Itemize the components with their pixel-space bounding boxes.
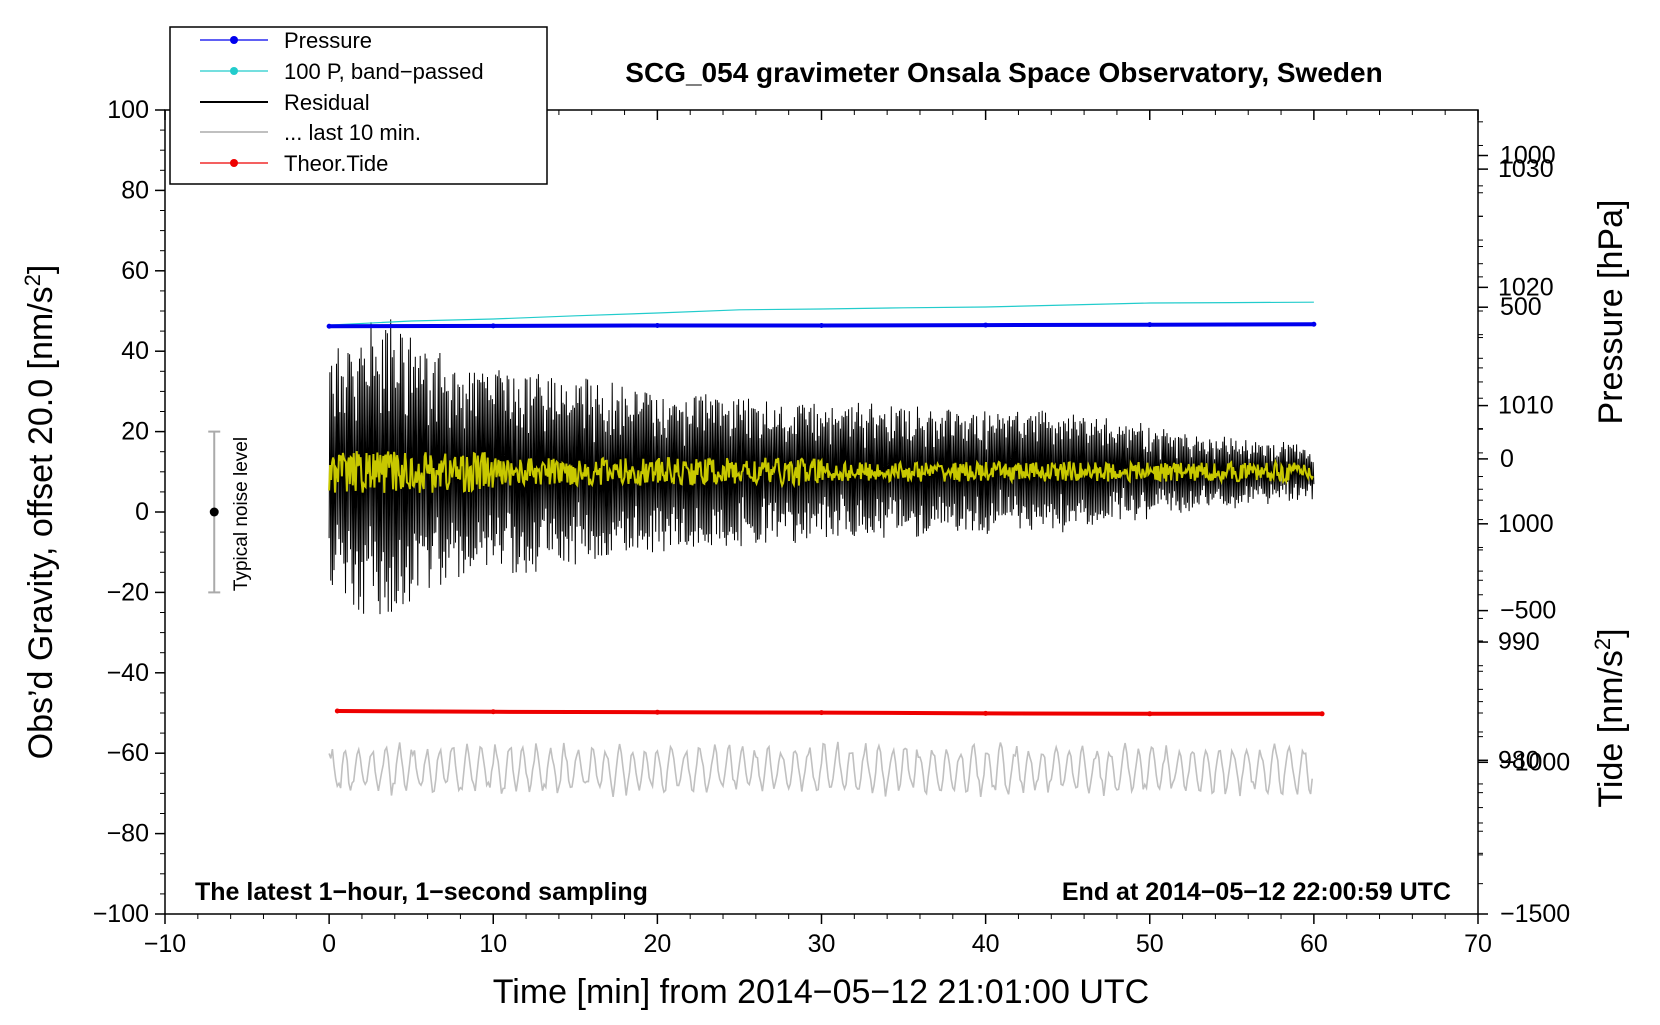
end-time-annotation: End at 2014−05−12 22:00:59 UTC [1062, 878, 1451, 906]
x-axis-title: Time [min] from 2014−05−12 21:01:00 UTC [493, 973, 1149, 1011]
pressure-point [1311, 321, 1317, 327]
tide-tick-label: −1500 [1500, 900, 1570, 928]
pressure-point [490, 323, 496, 329]
pressure-tick-label: 1030 [1498, 155, 1554, 183]
y-tick-label: 0 [135, 498, 149, 526]
legend-marker-pressure [230, 36, 238, 44]
theoretical-tide-point [983, 710, 989, 716]
pressure-tick-label: 1000 [1498, 510, 1554, 538]
pressure-point [326, 323, 332, 329]
pressure-point [654, 322, 660, 328]
pressure-tick-label: 1020 [1498, 273, 1554, 301]
tide-tick-label: −1000 [1500, 748, 1570, 776]
axes-layer: −10 0 10 20 30 40 50 60 70−100−80−60−40−20020406… [93, 96, 1571, 958]
legend-marker-tide [230, 159, 238, 167]
x-tick-label: 20 [643, 930, 671, 958]
noise-level-label: Typical noise level [231, 437, 252, 591]
tide-tick-label: 1000 [1500, 142, 1556, 170]
legend: Pressure 100 P, band−passed Residual ...… [169, 26, 548, 185]
pressure-point [1147, 322, 1153, 328]
pressure-tick-label: 1010 [1498, 392, 1554, 420]
legend-label-last10: ... last 10 min. [284, 120, 421, 145]
legend-label-bandpassed: 100 P, band−passed [284, 59, 484, 84]
x-tick-label: 10 [479, 930, 507, 958]
pressure-point [819, 322, 824, 328]
tide-tick-label: 0 [1500, 445, 1514, 473]
bandpassed-pressure-line [329, 301, 1314, 326]
y-tick-label: 100 [107, 96, 149, 124]
y-tick-label: −40 [107, 659, 149, 687]
noise-bar-center-dot [209, 507, 219, 517]
smoothed-residual-line [328, 451, 1314, 493]
theoretical-tide-line [337, 709, 1323, 716]
y-axis-title: Obs’d Gravity, offset 20.0 [nm/s2] [20, 265, 60, 760]
legend-box [169, 26, 548, 185]
theoretical-tide-point [490, 709, 496, 715]
pressure-axis-title: Pressure [hPa] [1592, 200, 1630, 425]
x-tick-label: 50 [1136, 930, 1164, 958]
x-tick-label: 60 [1300, 930, 1328, 958]
pressure-tick-label: 980 [1498, 746, 1540, 774]
sampling-annotation: The latest 1−hour, 1−second sampling [195, 878, 648, 906]
y-tick-label: 40 [121, 337, 149, 365]
tide-tick-label: 500 [1500, 293, 1542, 321]
legend-label-pressure: Pressure [284, 28, 372, 53]
y-tick-label: −20 [107, 578, 149, 606]
y-tick-label: 80 [121, 176, 149, 204]
theoretical-tide-point [819, 710, 824, 716]
y-tick-label: −100 [93, 900, 149, 928]
series-layer [208, 301, 1325, 798]
x-tick-label: 30 [808, 930, 836, 958]
tide-axis-title: Tide [nm/s2] [1590, 628, 1630, 807]
theoretical-tide-point [654, 709, 660, 715]
last-10-min-line [328, 741, 1313, 798]
legend-label-residual: Residual [284, 90, 370, 115]
theoretical-tide-point [334, 708, 340, 714]
y-tick-label: 20 [121, 418, 149, 446]
residual-line [328, 319, 1315, 615]
x-tick-label: 70 [1464, 930, 1492, 958]
theoretical-tide-point [1147, 711, 1153, 717]
x-tick-label: 0 [322, 930, 336, 958]
y-tick-label: −80 [107, 820, 149, 848]
chart-title: SCG_054 gravimeter Onsala Space Observat… [625, 57, 1382, 88]
legend-label-tide: Theor.Tide [284, 151, 388, 176]
x-tick-label: 40 [972, 930, 1000, 958]
x-tick-label: −10 [144, 930, 186, 958]
y-tick-label: 60 [121, 257, 149, 285]
pressure-tick-label: 990 [1498, 628, 1540, 656]
y-tick-label: −60 [107, 739, 149, 767]
legend-marker-bandpassed [230, 67, 238, 75]
tide-tick-label: −500 [1500, 597, 1556, 625]
theoretical-tide-point [1319, 711, 1325, 717]
pressure-point [983, 322, 989, 328]
